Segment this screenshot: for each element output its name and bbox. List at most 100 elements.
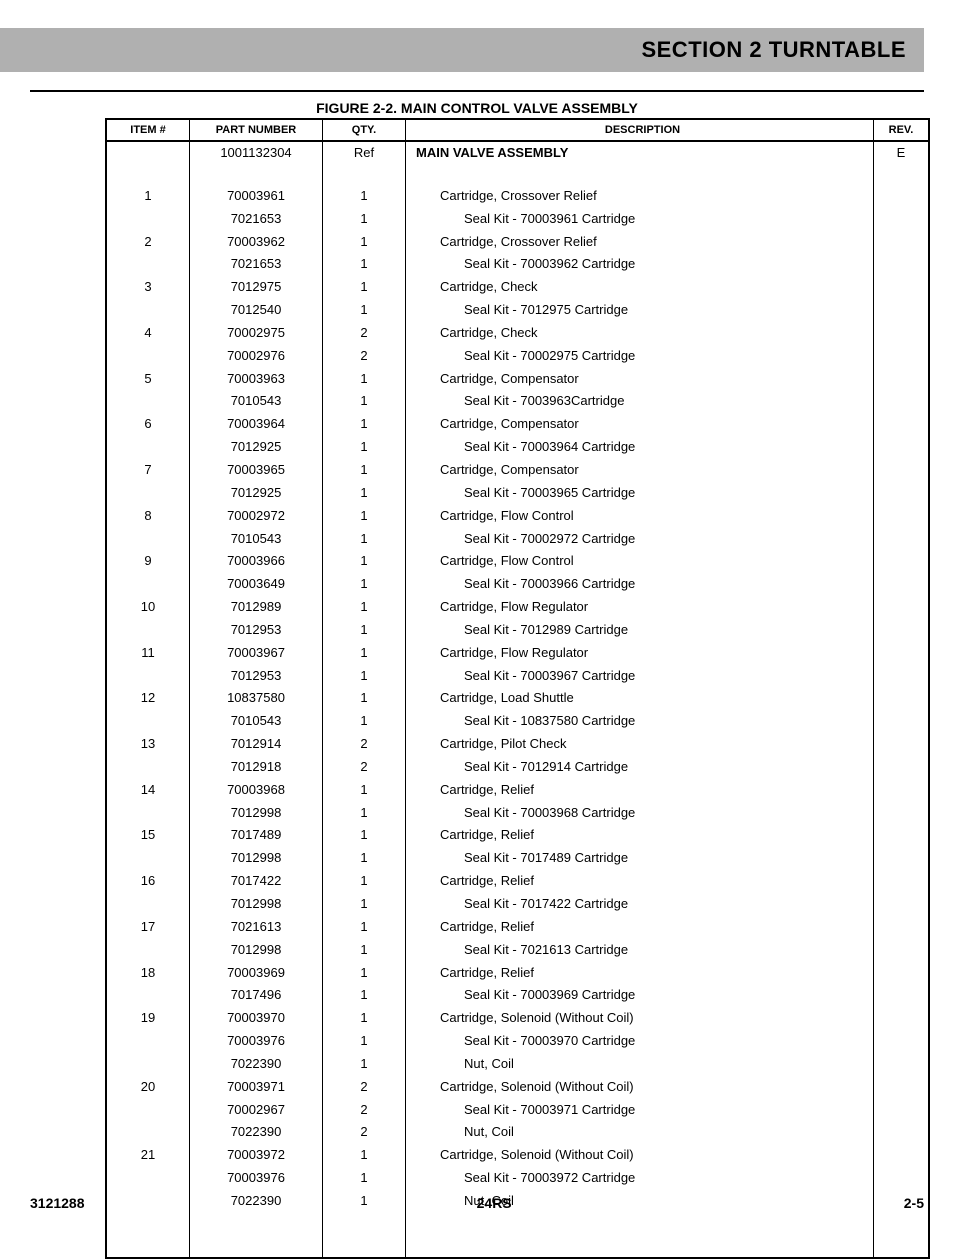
cell-item: 9 — [107, 550, 190, 573]
cell-qty: 1 — [323, 208, 406, 231]
cell-qty: 1 — [323, 687, 406, 710]
cell-qty: 2 — [323, 756, 406, 779]
cell-qty: 1 — [323, 185, 406, 208]
cell-item — [107, 1053, 190, 1076]
cell-item: 1 — [107, 185, 190, 208]
cell-item — [107, 756, 190, 779]
cell-item: 3 — [107, 276, 190, 299]
cell-part: 7021613 — [190, 916, 323, 939]
cell-rev — [874, 276, 929, 299]
cell-desc: Cartridge, Compensator — [406, 413, 874, 436]
cell-item — [107, 1030, 190, 1053]
cell-desc: Seal Kit - 70003969 Cartridge — [406, 984, 874, 1007]
cell-desc: Seal Kit - 7003963Cartridge — [406, 390, 874, 413]
cell-rev — [874, 596, 929, 619]
cell-item: 21 — [107, 1144, 190, 1167]
figure-title: FIGURE 2-2. MAIN CONTROL VALVE ASSEMBLY — [0, 100, 954, 116]
table-row: 370129751Cartridge, Check — [107, 276, 928, 299]
cell-rev — [874, 413, 929, 436]
cell-item — [107, 847, 190, 870]
cell-qty: 1 — [323, 1007, 406, 1030]
cell-item — [107, 528, 190, 551]
cell-qty: 1 — [323, 413, 406, 436]
table-row: 70129981Seal Kit - 7017489 Cartridge — [107, 847, 928, 870]
cell-part: 7012989 — [190, 596, 323, 619]
cell-qty: 1 — [323, 642, 406, 665]
table-row: 70105431Seal Kit - 70002972 Cartridge — [107, 528, 928, 551]
cell-desc: Seal Kit - 70003964 Cartridge — [406, 436, 874, 459]
cell-desc: Seal Kit - 70003962 Cartridge — [406, 253, 874, 276]
cell-desc: Seal Kit - 7012914 Cartridge — [406, 756, 874, 779]
cell-qty: 1 — [323, 573, 406, 596]
cell-part: 7010543 — [190, 390, 323, 413]
cell-part: 70003971 — [190, 1076, 323, 1099]
table-row: 19700039701Cartridge, Solenoid (Without … — [107, 1007, 928, 1030]
cell-qty: 1 — [323, 916, 406, 939]
cell-rev — [874, 505, 929, 528]
cell-item — [107, 665, 190, 688]
cell-part: 70003966 — [190, 550, 323, 573]
table-row: 70129981Seal Kit - 7017422 Cartridge — [107, 893, 928, 916]
cell-part: 7012998 — [190, 847, 323, 870]
cell-item — [107, 345, 190, 368]
cell-qty: 1 — [323, 893, 406, 916]
table-row: 8700029721Cartridge, Flow Control — [107, 505, 928, 528]
cell-part: 70003972 — [190, 1144, 323, 1167]
table-row: 70216531Seal Kit - 70003961 Cartridge — [107, 208, 928, 231]
cell-qty: 1 — [323, 596, 406, 619]
table-row: 7700039651Cartridge, Compensator — [107, 459, 928, 482]
table-row: 70174961Seal Kit - 70003969 Cartridge — [107, 984, 928, 1007]
table-row: 70129531Seal Kit - 70003967 Cartridge — [107, 665, 928, 688]
cell-rev — [874, 1144, 929, 1167]
cell-part: 7017422 — [190, 870, 323, 893]
cell-part: 70002972 — [190, 505, 323, 528]
cell-item: 6 — [107, 413, 190, 436]
cell-desc: Cartridge, Crossover Relief — [406, 231, 874, 254]
cell-item — [107, 939, 190, 962]
cell-desc: Seal Kit - 70002975 Cartridge — [406, 345, 874, 368]
cell-desc: Cartridge, Flow Regulator — [406, 642, 874, 665]
cell-item — [107, 436, 190, 459]
cell-desc: Nut, Coil — [406, 1121, 874, 1144]
cell-item — [107, 253, 190, 276]
cell-rev — [874, 390, 929, 413]
cell-rev — [874, 208, 929, 231]
col-header-item: ITEM # — [107, 120, 190, 141]
cell-desc: Seal Kit - 70003970 Cartridge — [406, 1030, 874, 1053]
cell-qty: 1 — [323, 436, 406, 459]
cell-desc: Seal Kit - 70002972 Cartridge — [406, 528, 874, 551]
cell-qty: 1 — [323, 802, 406, 825]
cell-desc: Cartridge, Check — [406, 276, 874, 299]
cell-rev — [874, 687, 929, 710]
cell-part: 7022390 — [190, 1053, 323, 1076]
cell-qty: 1 — [323, 528, 406, 551]
cell-qty: 1 — [323, 299, 406, 322]
cell-desc: Seal Kit - 70003968 Cartridge — [406, 802, 874, 825]
cell-part: 7021653 — [190, 208, 323, 231]
cell-part: 70003963 — [190, 368, 323, 391]
parts-table: ITEM # PART NUMBER QTY. DESCRIPTION REV.… — [107, 120, 928, 1257]
cell-qty: 1 — [323, 1030, 406, 1053]
cell-rev — [874, 1121, 929, 1144]
cell-item: 14 — [107, 779, 190, 802]
cell-qty: 1 — [323, 1053, 406, 1076]
cell-desc: Seal Kit - 7012975 Cartridge — [406, 299, 874, 322]
cell-qty: 1 — [323, 962, 406, 985]
col-header-part: PART NUMBER — [190, 120, 323, 141]
cell-part: 7012540 — [190, 299, 323, 322]
cell-item — [107, 893, 190, 916]
cell-part: 70003968 — [190, 779, 323, 802]
cell-item — [107, 1099, 190, 1122]
table-row: 70129182Seal Kit - 7012914 Cartridge — [107, 756, 928, 779]
page: SECTION 2 TURNTABLE FIGURE 2-2. MAIN CON… — [0, 0, 954, 1235]
cell-part: 10837580 — [190, 687, 323, 710]
cell-qty: 2 — [323, 1076, 406, 1099]
cell-rev — [874, 1099, 929, 1122]
table-row: 70125401Seal Kit - 7012975 Cartridge — [107, 299, 928, 322]
cell-item: 19 — [107, 1007, 190, 1030]
table-row: 70105431Seal Kit - 7003963Cartridge — [107, 390, 928, 413]
col-header-rev: REV. — [874, 120, 929, 141]
table-row: 5700039631Cartridge, Compensator — [107, 368, 928, 391]
cell-rev — [874, 528, 929, 551]
cell-rev — [874, 1167, 929, 1190]
